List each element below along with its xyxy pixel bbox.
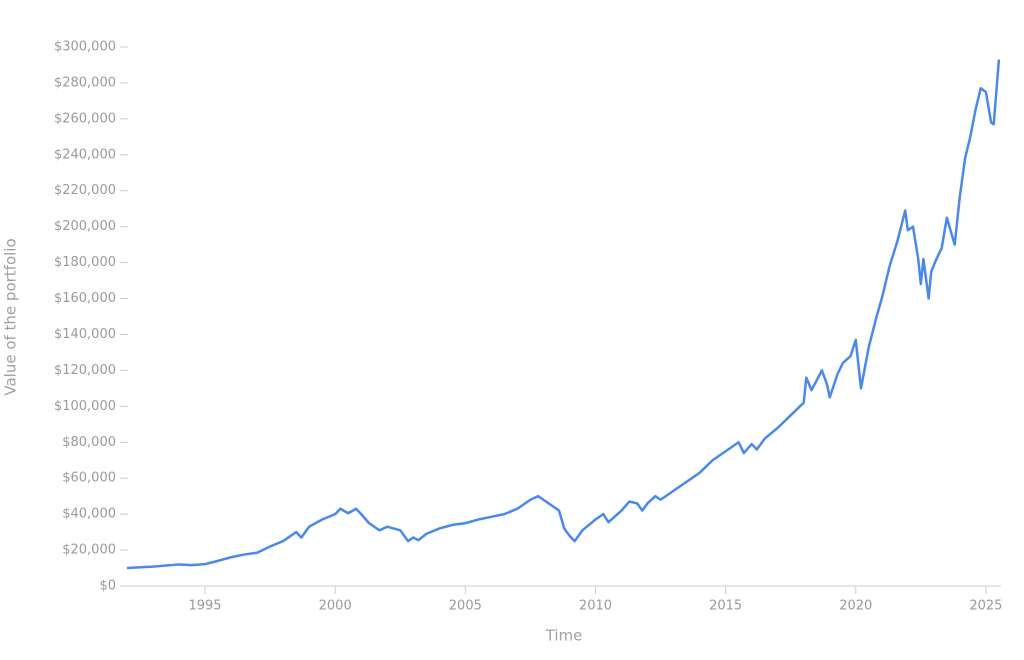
y-tick-label: $220,000 <box>54 183 116 198</box>
y-tick-label: $60,000 <box>62 471 116 486</box>
y-tick-label: $0 <box>99 579 116 594</box>
x-tick-label: 1995 <box>188 599 221 614</box>
y-tick-label: $40,000 <box>62 507 116 522</box>
x-tick-label: 2010 <box>579 599 612 614</box>
y-tick-label: $280,000 <box>54 75 116 90</box>
x-tick-label: 2005 <box>449 599 482 614</box>
x-axis-title: Time <box>545 627 583 645</box>
y-tick-label: $180,000 <box>54 255 116 270</box>
y-tick-label: $300,000 <box>54 40 116 55</box>
y-tick-label: $200,000 <box>54 219 116 234</box>
y-tick-label: $120,000 <box>54 363 116 378</box>
line-series <box>126 59 1001 570</box>
y-axis-title: Value of the portfolio <box>2 238 20 395</box>
y-tick-label: $80,000 <box>62 435 116 450</box>
x-tick-label: 2015 <box>709 599 742 614</box>
y-tick-label: $260,000 <box>54 111 116 126</box>
y-tick-label: $240,000 <box>54 147 116 162</box>
y-tick-label: $140,000 <box>54 327 116 342</box>
y-tick-label: $20,000 <box>62 543 116 558</box>
y-tick-label: $160,000 <box>54 291 116 306</box>
x-tick-label: 2020 <box>839 599 872 614</box>
x-tick-label: 2025 <box>969 599 1002 614</box>
y-tick-label: $100,000 <box>54 399 116 414</box>
x-tick-label: 2000 <box>319 599 352 614</box>
